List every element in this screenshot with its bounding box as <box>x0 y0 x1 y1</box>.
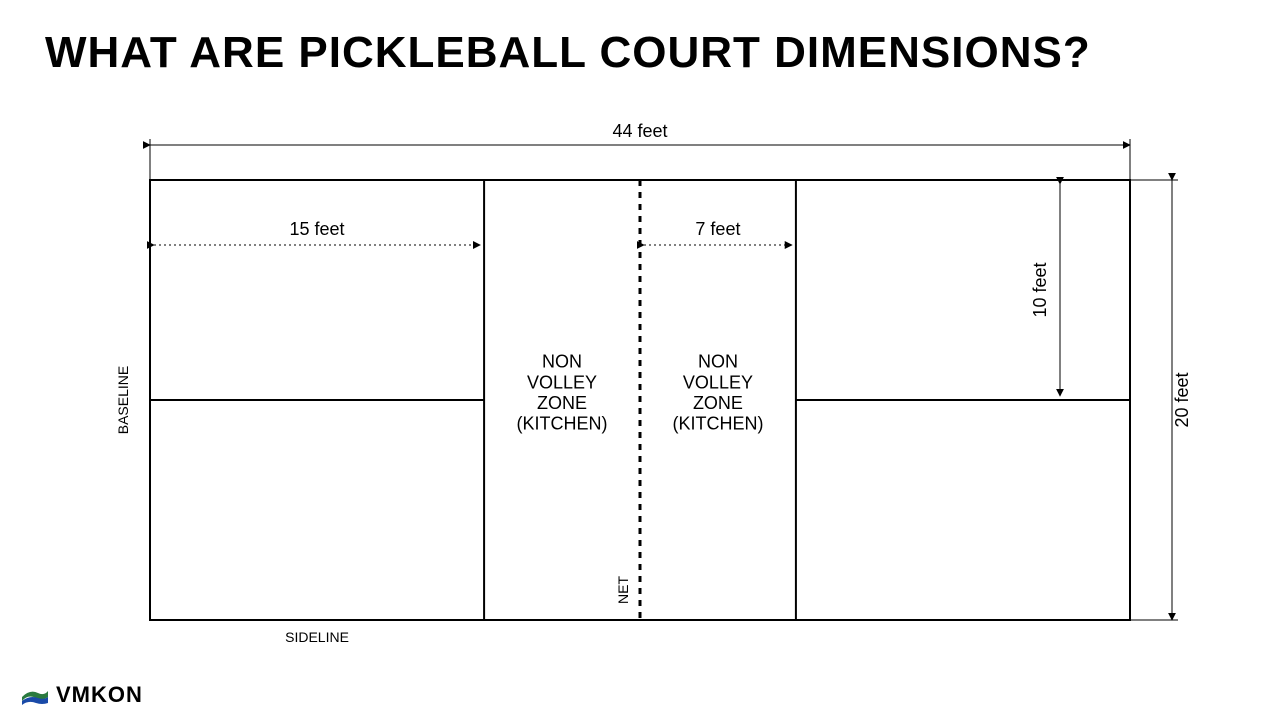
svg-text:BASELINE: BASELINE <box>115 366 131 434</box>
court-svg: 44 feet 20 feet 10 feet 15 feet 7 feet BASELI… <box>90 120 1210 680</box>
svg-text:20 feet: 20 feet <box>1172 372 1192 427</box>
svg-text:15 feet: 15 feet <box>290 219 345 239</box>
court-diagram: 44 feet 20 feet 10 feet 15 feet 7 feet BASELI… <box>90 120 1210 680</box>
page-title: WHAT ARE PICKLEBALL COURT DIMENSIONS? <box>45 28 1091 78</box>
svg-text:NONVOLLEYZONE(KITCHEN): NONVOLLEYZONE(KITCHEN) <box>517 352 608 434</box>
svg-text:44 feet: 44 feet <box>612 121 667 141</box>
svg-text:7 feet: 7 feet <box>695 219 740 239</box>
brand-logo: VMKON <box>20 682 143 708</box>
svg-text:SIDELINE: SIDELINE <box>285 629 349 645</box>
logo-icon <box>20 683 50 707</box>
svg-text:10 feet: 10 feet <box>1030 262 1050 317</box>
svg-text:NET: NET <box>615 576 631 604</box>
logo-text: VMKON <box>56 682 143 708</box>
svg-text:NONVOLLEYZONE(KITCHEN): NONVOLLEYZONE(KITCHEN) <box>672 352 763 434</box>
